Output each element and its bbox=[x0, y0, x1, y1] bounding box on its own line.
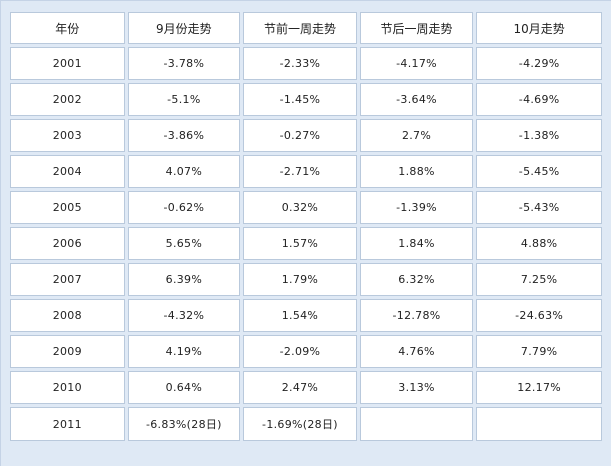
cell-post-holiday: -12.78% bbox=[359, 299, 474, 332]
table-row: 2005 -0.62% 0.32% -1.39% -5.43% bbox=[10, 191, 602, 224]
cell-post-holiday bbox=[359, 407, 474, 441]
table-row: 2001 -3.78% -2.33% -4.17% -4.29% bbox=[10, 47, 602, 80]
table-row: 2004 4.07% -2.71% 1.88% -5.45% bbox=[10, 155, 602, 188]
cell-pre-holiday: 1.54% bbox=[243, 299, 357, 332]
table-row: 2002 -5.1% -1.45% -3.64% -4.69% bbox=[10, 83, 602, 116]
cell-september: -6.83%(28日) bbox=[127, 407, 241, 441]
cell-september: -4.32% bbox=[127, 299, 241, 332]
table-row: 2009 4.19% -2.09% 4.76% 7.79% bbox=[10, 335, 602, 368]
table-row: 2007 6.39% 1.79% 6.32% 7.25% bbox=[10, 263, 602, 296]
cell-pre-holiday: 1.79% bbox=[243, 263, 357, 296]
cell-september: -3.78% bbox=[127, 47, 241, 80]
cell-post-holiday: 2.7% bbox=[359, 119, 474, 152]
cell-pre-holiday: -0.27% bbox=[243, 119, 357, 152]
cell-september: -5.1% bbox=[127, 83, 241, 116]
cell-october: -4.69% bbox=[476, 83, 602, 116]
cell-post-holiday: -3.64% bbox=[359, 83, 474, 116]
cell-post-holiday: 1.84% bbox=[359, 227, 474, 260]
cell-october: -4.29% bbox=[476, 47, 602, 80]
table-row: 2003 -3.86% -0.27% 2.7% -1.38% bbox=[10, 119, 602, 152]
cell-pre-holiday: 0.32% bbox=[243, 191, 357, 224]
cell-year: 2005 bbox=[10, 191, 125, 224]
table-row: 2011 -6.83%(28日) -1.69%(28日) bbox=[10, 407, 602, 441]
cell-pre-holiday: 2.47% bbox=[243, 371, 357, 404]
header-year: 年份 bbox=[10, 12, 125, 44]
cell-post-holiday: 3.13% bbox=[359, 371, 474, 404]
cell-pre-holiday: 1.57% bbox=[243, 227, 357, 260]
table-row: 2008 -4.32% 1.54% -12.78% -24.63% bbox=[10, 299, 602, 332]
cell-october: -5.43% bbox=[476, 191, 602, 224]
table-row: 2010 0.64% 2.47% 3.13% 12.17% bbox=[10, 371, 602, 404]
cell-year: 2011 bbox=[10, 407, 125, 441]
cell-post-holiday: 4.76% bbox=[359, 335, 474, 368]
cell-october bbox=[476, 407, 602, 441]
cell-year: 2004 bbox=[10, 155, 125, 188]
cell-pre-holiday: -1.45% bbox=[243, 83, 357, 116]
header-post-holiday-week: 节后一周走势 bbox=[359, 12, 474, 44]
cell-september: 6.39% bbox=[127, 263, 241, 296]
market-trend-table: 年份 9月份走势 节前一周走势 节后一周走势 10月走势 2001 -3.78%… bbox=[7, 9, 605, 444]
cell-october: -5.45% bbox=[476, 155, 602, 188]
cell-post-holiday: -1.39% bbox=[359, 191, 474, 224]
cell-post-holiday: -4.17% bbox=[359, 47, 474, 80]
header-september-trend: 9月份走势 bbox=[127, 12, 241, 44]
cell-year: 2003 bbox=[10, 119, 125, 152]
cell-pre-holiday: -1.69%(28日) bbox=[243, 407, 357, 441]
cell-pre-holiday: -2.71% bbox=[243, 155, 357, 188]
cell-year: 2008 bbox=[10, 299, 125, 332]
cell-pre-holiday: -2.09% bbox=[243, 335, 357, 368]
cell-october: 4.88% bbox=[476, 227, 602, 260]
header-pre-holiday-week: 节前一周走势 bbox=[243, 12, 357, 44]
cell-year: 2001 bbox=[10, 47, 125, 80]
cell-october: -24.63% bbox=[476, 299, 602, 332]
cell-september: 4.07% bbox=[127, 155, 241, 188]
cell-year: 2009 bbox=[10, 335, 125, 368]
header-october-trend: 10月走势 bbox=[476, 12, 602, 44]
cell-october: 7.79% bbox=[476, 335, 602, 368]
table-row: 2006 5.65% 1.57% 1.84% 4.88% bbox=[10, 227, 602, 260]
cell-september: 4.19% bbox=[127, 335, 241, 368]
cell-september: 0.64% bbox=[127, 371, 241, 404]
cell-october: 12.17% bbox=[476, 371, 602, 404]
cell-pre-holiday: -2.33% bbox=[243, 47, 357, 80]
cell-year: 2002 bbox=[10, 83, 125, 116]
cell-post-holiday: 6.32% bbox=[359, 263, 474, 296]
cell-september: -3.86% bbox=[127, 119, 241, 152]
cell-october: -1.38% bbox=[476, 119, 602, 152]
table-header-row: 年份 9月份走势 节前一周走势 节后一周走势 10月走势 bbox=[10, 12, 602, 44]
cell-september: -0.62% bbox=[127, 191, 241, 224]
cell-year: 2006 bbox=[10, 227, 125, 260]
cell-october: 7.25% bbox=[476, 263, 602, 296]
cell-september: 5.65% bbox=[127, 227, 241, 260]
cell-year: 2007 bbox=[10, 263, 125, 296]
cell-post-holiday: 1.88% bbox=[359, 155, 474, 188]
cell-year: 2010 bbox=[10, 371, 125, 404]
